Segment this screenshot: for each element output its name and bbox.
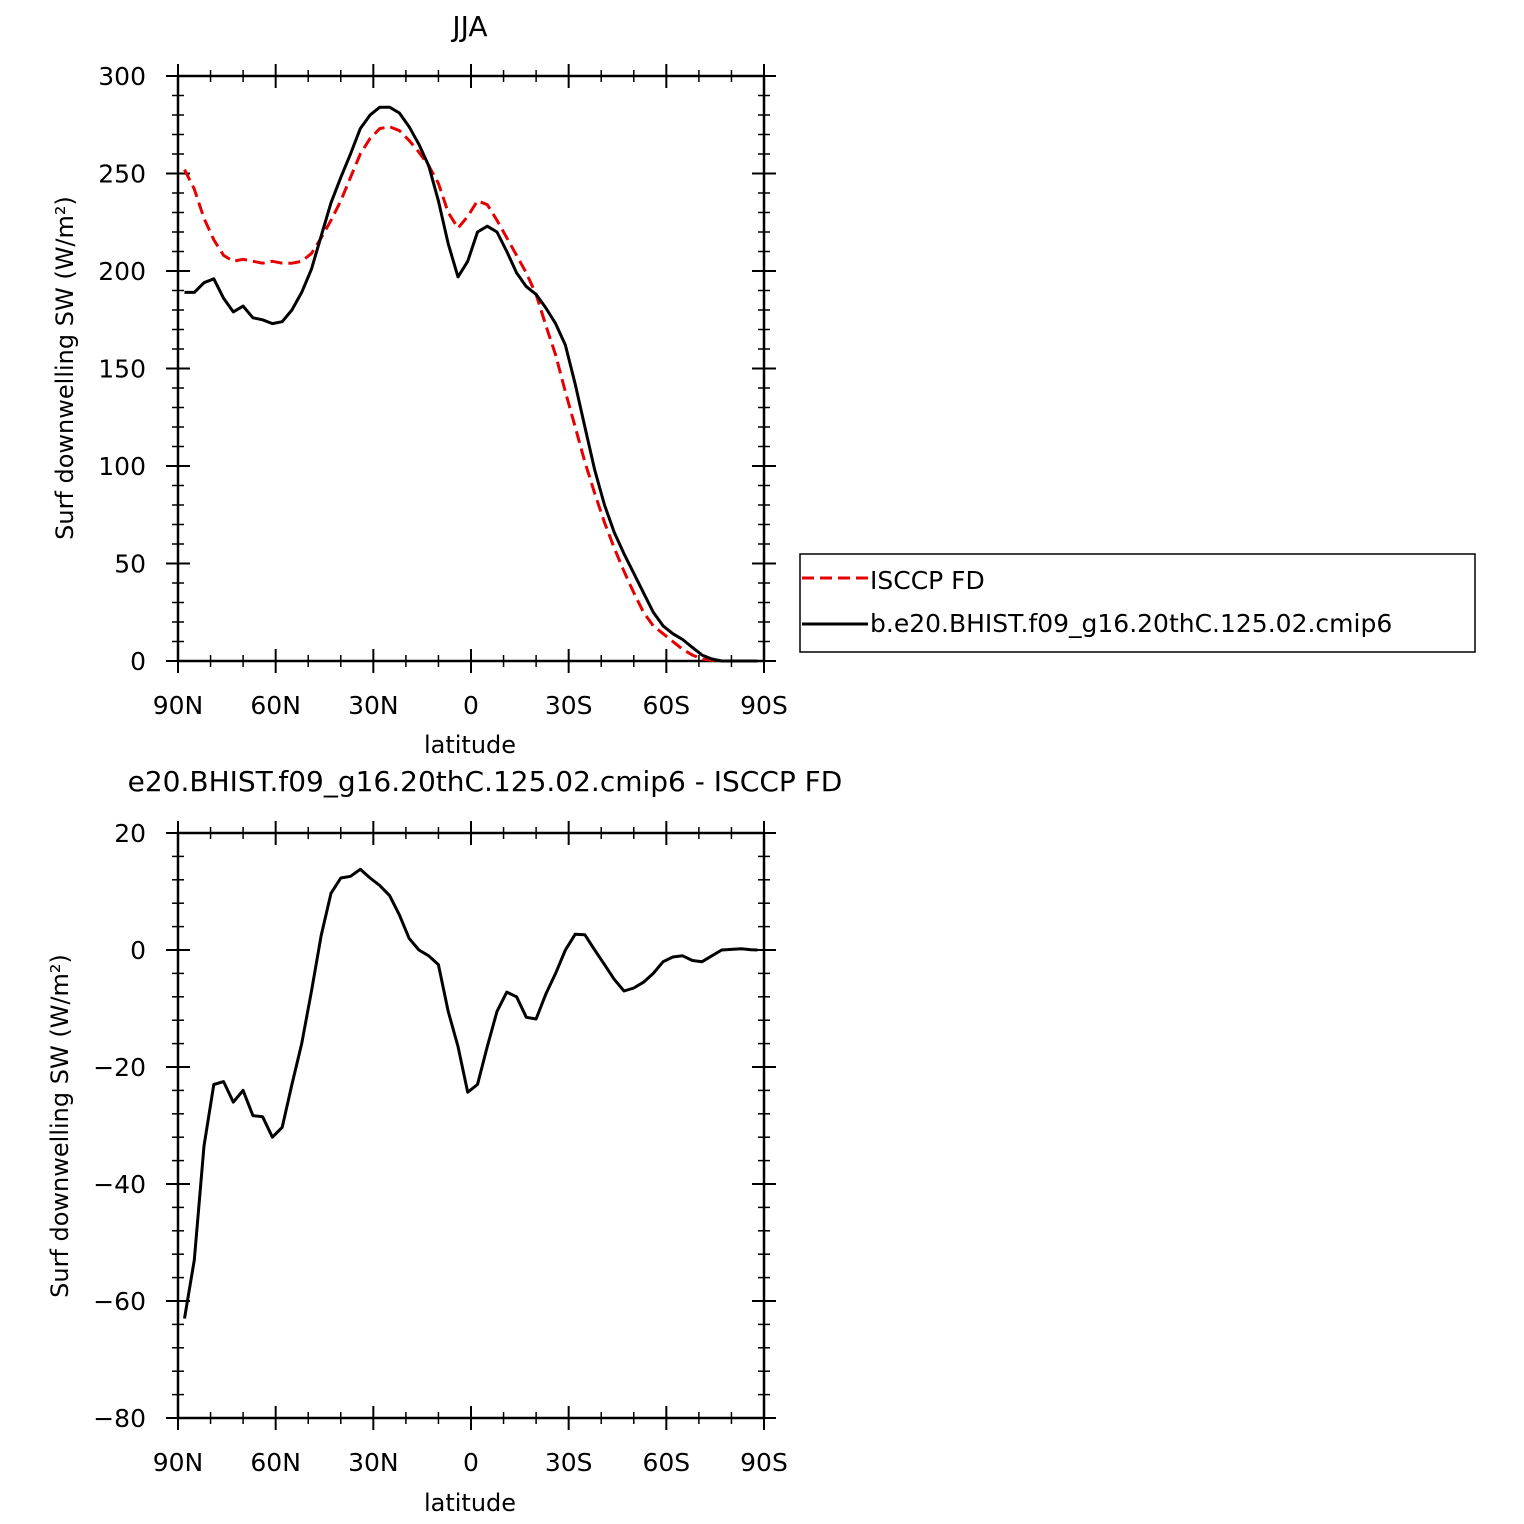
bottom-chart-title: e20.BHIST.f09_g16.20thC.125.02.cmip6 - I… [128,765,843,798]
top-y-axis-label: Surf downwelling SW (W/m²) [51,196,79,540]
top-chart-title: JJA [450,10,487,43]
bottom-x-tick-label: 90S [740,1448,788,1477]
top-x-tick-label: 60N [250,691,301,720]
top-x-tick-label: 30N [348,691,399,720]
legend: ISCCP FD b.e20.BHIST.f09_g16.20thC.125.0… [799,553,1476,653]
bottom-y-tick-label: −20 [93,1053,146,1082]
top-x-axis-label: latitude [424,731,516,759]
bottom-x-tick-label: 90N [153,1448,204,1477]
top-series-line-1 [184,105,758,663]
top-y-tick-label: 100 [98,452,146,481]
top-y-tick-label: 200 [98,257,146,286]
top-x-tick-label: 60S [642,691,690,720]
top-x-tick-label: 0 [463,691,479,720]
top-series-line-0 [183,125,758,663]
top-y-tick-label: 50 [114,550,146,579]
bottom-x-axis-label: latitude [424,1489,516,1517]
bottom-x-tick-label: 30N [348,1448,399,1477]
top-x-tick-label: 90S [740,691,788,720]
top-panel-jja: JJA Surf downwelling SW (W/m²) latitude … [51,10,788,759]
bottom-y-tick-label: −40 [93,1170,146,1199]
bottom-y-tick-label: 20 [114,819,146,848]
legend-label-model: b.e20.BHIST.f09_g16.20thC.125.02.cmip6 [870,609,1392,638]
top-y-tick-label: 0 [130,647,146,676]
legend-label-isccp-fd: ISCCP FD [870,566,985,595]
bottom-y-tick-label: −60 [93,1287,146,1316]
top-x-tick-label: 90N [153,691,204,720]
top-x-tick-label: 30S [545,691,593,720]
top-plot-frame [176,74,766,663]
bottom-y-tick-label: 0 [130,936,146,965]
bottom-x-tick-label: 60S [642,1448,690,1477]
bottom-y-tick-label: −80 [93,1404,146,1433]
bottom-x-tick-label: 30S [545,1448,593,1477]
bottom-x-tick-label: 60N [250,1448,301,1477]
bottom-series-line-0 [183,867,758,1319]
bottom-x-tick-label: 0 [463,1448,479,1477]
top-y-tick-label: 250 [98,160,146,189]
bottom-y-axis-label: Surf downwelling SW (W/m²) [46,954,74,1298]
bottom-panel-difference: e20.BHIST.f09_g16.20thC.125.02.cmip6 - I… [46,765,842,1517]
top-y-tick-label: 300 [98,62,146,91]
top-y-tick-label: 150 [98,355,146,384]
legend-box [799,553,1476,653]
